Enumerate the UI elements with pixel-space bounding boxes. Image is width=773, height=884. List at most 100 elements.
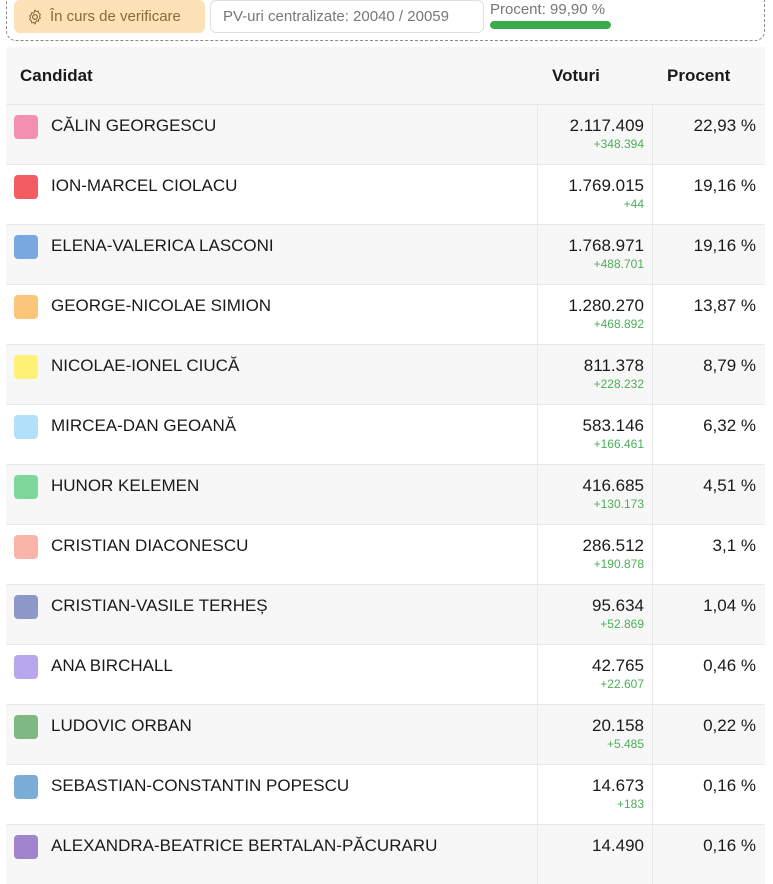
party-color-swatch bbox=[14, 355, 38, 379]
votes-cell: 42.765 +22.607 bbox=[537, 645, 652, 704]
candidate-name: CRISTIAN-VASILE TERHEȘ bbox=[51, 596, 268, 615]
table-row[interactable]: ALEXANDRA-BEATRICE BERTALAN-PĂCURARU 14.4… bbox=[6, 824, 765, 884]
gear-icon bbox=[29, 8, 41, 25]
percent-cell: 19,16 % bbox=[652, 165, 765, 224]
table-row[interactable]: CRISTIAN-VASILE TERHEȘ 95.634 +52.869 1,04 … bbox=[6, 584, 765, 644]
candidate-name: ANA BIRCHALL bbox=[51, 656, 173, 675]
percent-cell: 0,46 % bbox=[652, 645, 765, 704]
percent-value: 4,51 % bbox=[703, 476, 756, 495]
votes-value: 14.490 bbox=[592, 836, 644, 855]
votes-value: 416.685 bbox=[582, 476, 644, 495]
progress-bar-fill bbox=[490, 21, 611, 29]
votes-cell: 2.117.409 +348.394 bbox=[537, 105, 652, 164]
party-color-swatch bbox=[14, 655, 38, 679]
votes-cell: 14.673 +183 bbox=[537, 765, 652, 824]
party-color-swatch bbox=[14, 775, 38, 799]
percent-cell: 0,16 % bbox=[652, 765, 765, 824]
percent-cell: 8,79 % bbox=[652, 345, 765, 404]
progress-indicator: Procent: 99,90 % bbox=[490, 0, 614, 33]
percent-cell: 4,51 % bbox=[652, 465, 765, 524]
votes-delta: +468.892 bbox=[593, 317, 644, 331]
votes-delta: +5.485 bbox=[606, 737, 644, 751]
votes-value: 286.512 bbox=[582, 536, 644, 555]
table-row[interactable]: GEORGE-NICOLAE SIMION 1.280.270 +468.892 13… bbox=[6, 284, 765, 344]
percent-value: 0,16 % bbox=[703, 836, 756, 855]
votes-cell: 1.769.015 +44 bbox=[537, 165, 652, 224]
table-row[interactable]: LUDOVIC ORBAN 20.158 +5.485 0,22 % bbox=[6, 704, 765, 764]
table-row[interactable]: HUNOR KELEMEN 416.685 +130.173 4,51 % bbox=[6, 464, 765, 524]
percent-cell: 1,04 % bbox=[652, 585, 765, 644]
candidate-cell: CĂLIN GEORGESCU bbox=[6, 105, 537, 164]
votes-delta: +488.701 bbox=[593, 257, 644, 271]
percent-cell: 0,22 % bbox=[652, 705, 765, 764]
progress-bar bbox=[490, 21, 611, 29]
votes-value: 1.280.270 bbox=[568, 296, 644, 315]
percent-cell: 19,16 % bbox=[652, 225, 765, 284]
votes-cell: 811.378 +228.232 bbox=[537, 345, 652, 404]
votes-cell: 583.146 +166.461 bbox=[537, 405, 652, 464]
party-color-swatch bbox=[14, 475, 38, 499]
header-percent[interactable]: Procent bbox=[667, 66, 731, 85]
candidate-cell: LUDOVIC ORBAN bbox=[6, 705, 537, 764]
candidate-cell: NICOLAE-IONEL CIUCĂ bbox=[6, 345, 537, 404]
votes-value: 14.673 bbox=[592, 776, 644, 795]
percent-value: 13,87 % bbox=[693, 296, 756, 315]
candidate-cell: ION-MARCEL CIOLACU bbox=[6, 165, 537, 224]
party-color-swatch bbox=[14, 235, 38, 259]
filter-bar bbox=[6, 0, 765, 41]
votes-cell: 1.280.270 +468.892 bbox=[537, 285, 652, 344]
header-votes[interactable]: Voturi bbox=[552, 66, 600, 85]
votes-cell: 1.768.971 +488.701 bbox=[537, 225, 652, 284]
votes-delta: +52.869 bbox=[600, 617, 644, 631]
candidate-name: CRISTIAN DIACONESCU bbox=[51, 536, 249, 555]
candidate-cell: ALEXANDRA-BEATRICE BERTALAN-PĂCURARU bbox=[6, 825, 537, 884]
party-color-swatch bbox=[14, 835, 38, 859]
votes-cell: 286.512 +190.878 bbox=[537, 525, 652, 584]
votes-cell: 14.490 bbox=[537, 825, 652, 884]
candidate-name: ALEXANDRA-BEATRICE BERTALAN-PĂCURARU bbox=[51, 836, 438, 855]
candidate-cell: CRISTIAN-VASILE TERHEȘ bbox=[6, 585, 537, 644]
status-badge[interactable]: În curs de verificare bbox=[14, 0, 205, 33]
candidate-cell: HUNOR KELEMEN bbox=[6, 465, 537, 524]
party-color-swatch bbox=[14, 115, 38, 139]
header-candidate[interactable]: Candidat bbox=[20, 66, 93, 85]
percent-value: 1,04 % bbox=[703, 596, 756, 615]
table-row[interactable]: NICOLAE-IONEL CIUCĂ 811.378 +228.232 8,79 % bbox=[6, 344, 765, 404]
candidate-name: GEORGE-NICOLAE SIMION bbox=[51, 296, 272, 315]
votes-delta: +22.607 bbox=[600, 677, 644, 691]
percent-value: 0,16 % bbox=[703, 776, 756, 795]
table-row[interactable]: SEBASTIAN-CONSTANTIN POPESCU 14.673 +183 0,… bbox=[6, 764, 765, 824]
party-color-swatch bbox=[14, 295, 38, 319]
candidate-name: ELENA-VALERICA LASCONI bbox=[51, 236, 274, 255]
votes-delta: +130.173 bbox=[593, 497, 644, 511]
votes-value: 811.378 bbox=[583, 356, 644, 375]
pv-label: PV-uri centralizate: 20040 / 20059 bbox=[223, 8, 449, 25]
table-row[interactable]: CĂLIN GEORGESCU 2.117.409 +348.394 22,93 % bbox=[6, 104, 765, 164]
percent-cell: 22,93 % bbox=[652, 105, 765, 164]
table-row[interactable]: ELENA-VALERICA LASCONI 1.768.971 +488.701 1… bbox=[6, 224, 765, 284]
percent-value: 3,1 % bbox=[712, 536, 756, 555]
table-row[interactable]: ANA BIRCHALL 42.765 +22.607 0,46 % bbox=[6, 644, 765, 704]
percent-value: 0,46 % bbox=[703, 656, 756, 675]
votes-cell: 95.634 +52.869 bbox=[537, 585, 652, 644]
table-row[interactable]: MIRCEA-DAN GEOANĂ 583.146 +166.461 6,32 % bbox=[6, 404, 765, 464]
votes-value: 1.769.015 bbox=[568, 176, 644, 195]
party-color-swatch bbox=[14, 595, 38, 619]
percent-value: 19,16 % bbox=[693, 236, 756, 255]
table-row[interactable]: CRISTIAN DIACONESCU 286.512 +190.878 3,1 % bbox=[6, 524, 765, 584]
votes-value: 2.117.409 bbox=[569, 116, 644, 135]
votes-delta: +183 bbox=[616, 797, 644, 811]
status-label: În curs de verificare bbox=[50, 8, 181, 25]
candidate-cell: CRISTIAN DIACONESCU bbox=[6, 525, 537, 584]
candidate-cell: ELENA-VALERICA LASCONI bbox=[6, 225, 537, 284]
table-row[interactable]: ION-MARCEL CIOLACU 1.769.015 +44 19,16 % bbox=[6, 164, 765, 224]
votes-value: 42.765 bbox=[592, 656, 644, 675]
votes-delta: +228.232 bbox=[593, 377, 644, 391]
percent-value: 19,16 % bbox=[693, 176, 756, 195]
candidate-name: MIRCEA-DAN GEOANĂ bbox=[51, 416, 237, 435]
votes-delta: +44 bbox=[623, 197, 644, 211]
percent-cell: 3,1 % bbox=[652, 525, 765, 584]
party-color-swatch bbox=[14, 415, 38, 439]
party-color-swatch bbox=[14, 175, 38, 199]
percent-value: 0,22 % bbox=[703, 716, 756, 735]
